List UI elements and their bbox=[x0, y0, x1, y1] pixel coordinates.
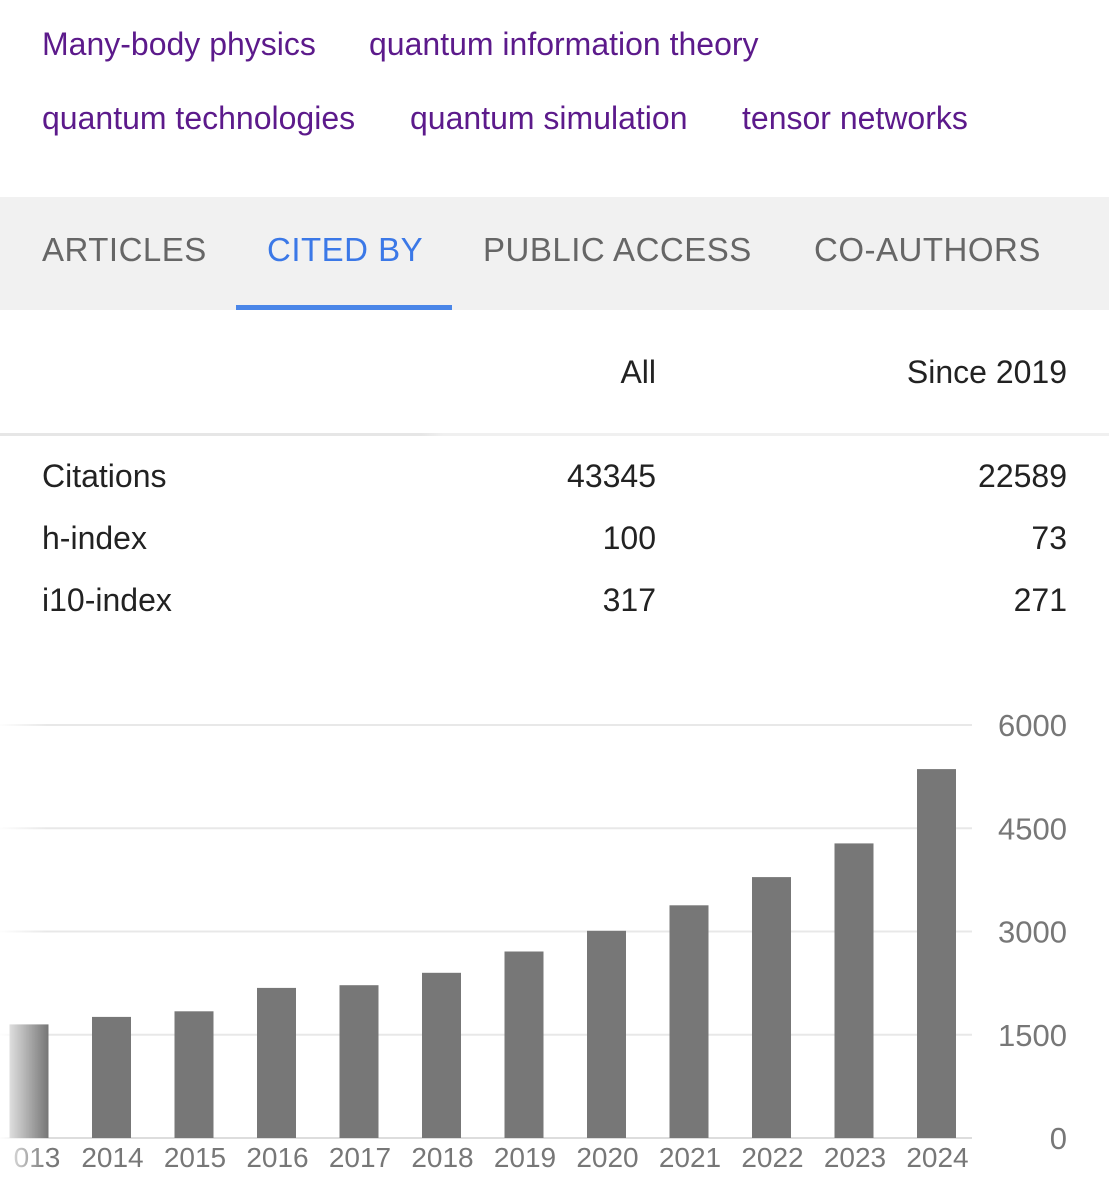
column-header-all: All bbox=[620, 354, 656, 390]
x-tick-label: 2017 bbox=[329, 1142, 391, 1173]
stat-value-all: 100 bbox=[602, 520, 656, 556]
profile-tab-bar: ARTICLES CITED BY PUBLIC ACCESS CO-AUTHO… bbox=[0, 197, 1109, 310]
interest-link-quantum-simulation[interactable]: quantum simulation bbox=[410, 100, 688, 136]
interest-link-tensor-networks[interactable]: tensor networks bbox=[742, 100, 968, 136]
stat-value-since: 73 bbox=[1031, 520, 1067, 556]
x-tick-label: 2021 bbox=[659, 1142, 721, 1173]
bar-2017[interactable] bbox=[339, 985, 379, 1138]
stat-value-all: 317 bbox=[602, 582, 656, 618]
x-tick-label: 2015 bbox=[164, 1142, 226, 1173]
x-tick-label: 2019 bbox=[494, 1142, 556, 1173]
x-tick-label: 2024 bbox=[906, 1142, 968, 1173]
stat-label[interactable]: i10-index bbox=[42, 582, 172, 618]
y-tick-label: 6000 bbox=[998, 708, 1067, 743]
table-row: i10-index 317 271 bbox=[0, 580, 1109, 620]
stat-label[interactable]: h-index bbox=[42, 520, 147, 556]
citations-per-year-chart: 6000 4500 3000 1500 0 013 2014 2015 2016 2017 2018… bbox=[0, 690, 1109, 1190]
tab-public-access[interactable]: PUBLIC ACCESS bbox=[483, 231, 752, 268]
x-tick-label: 2023 bbox=[824, 1142, 886, 1173]
bar-2014[interactable] bbox=[92, 1016, 131, 1138]
x-tick-label: 2018 bbox=[411, 1142, 473, 1173]
table-row: Citations 43345 22589 bbox=[0, 456, 1109, 496]
bar-2024[interactable] bbox=[917, 769, 956, 1138]
active-tab-indicator bbox=[236, 305, 452, 310]
research-interests: Many-body physics quantum information th… bbox=[0, 0, 1109, 197]
stat-value-all: 43345 bbox=[567, 458, 656, 494]
tab-articles[interactable]: ARTICLES bbox=[42, 231, 207, 268]
x-tick-label: 2016 bbox=[246, 1142, 308, 1173]
table-row: h-index 100 73 bbox=[0, 518, 1109, 558]
bar-2022[interactable] bbox=[752, 877, 791, 1138]
x-tick-label: 2020 bbox=[576, 1142, 638, 1173]
stat-label[interactable]: Citations bbox=[42, 458, 167, 494]
y-tick-label: 3000 bbox=[998, 915, 1067, 950]
interest-link-quantum-information-theory[interactable]: quantum information theory bbox=[369, 26, 759, 62]
column-header-since: Since 2019 bbox=[906, 354, 1067, 390]
x-tick-label: 2014 bbox=[81, 1142, 143, 1173]
stat-value-since: 271 bbox=[1013, 582, 1067, 618]
tab-co-authors[interactable]: CO-AUTHORS bbox=[814, 231, 1041, 268]
table-divider bbox=[0, 433, 1109, 436]
bar-2013[interactable] bbox=[9, 1024, 49, 1138]
y-tick-label: 4500 bbox=[998, 811, 1067, 846]
bar-2020[interactable] bbox=[587, 930, 626, 1138]
bar-2016[interactable] bbox=[257, 987, 296, 1138]
interest-link-many-body-physics[interactable]: Many-body physics bbox=[42, 26, 316, 62]
bar-2023[interactable] bbox=[834, 843, 874, 1138]
chart-canvas: 6000 4500 3000 1500 0 013 2014 2015 2016 2017 2018… bbox=[0, 708, 1067, 1173]
bar-2019[interactable] bbox=[504, 951, 544, 1139]
tab-cited-by[interactable]: CITED BY bbox=[267, 231, 424, 268]
stat-value-since: 22589 bbox=[978, 458, 1067, 494]
y-tick-label: 0 bbox=[1050, 1121, 1067, 1156]
x-tick-label: 2022 bbox=[741, 1142, 803, 1173]
y-tick-label: 1500 bbox=[998, 1018, 1067, 1053]
bar-2018[interactable] bbox=[422, 972, 461, 1138]
interest-link-quantum-technologies[interactable]: quantum technologies bbox=[42, 100, 356, 136]
x-tick-label: 013 bbox=[14, 1142, 61, 1173]
bar-2021[interactable] bbox=[669, 905, 709, 1138]
bar-2015[interactable] bbox=[174, 1011, 214, 1138]
